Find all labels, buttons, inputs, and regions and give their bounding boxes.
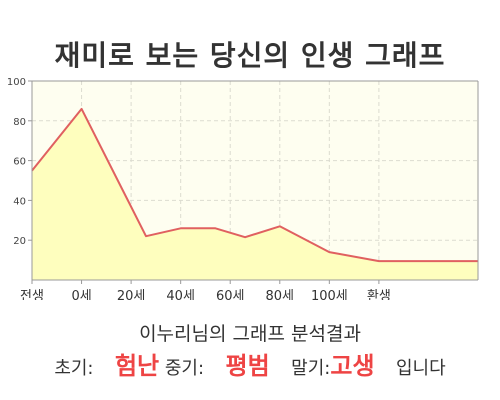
- series-area: [32, 108, 478, 281]
- axes: [28, 80, 479, 284]
- y-tick-label: 20: [13, 236, 26, 247]
- y-tick-label: 40: [13, 196, 26, 207]
- ending-text: 입니다: [396, 358, 446, 379]
- y-tick-label: 80: [13, 117, 26, 128]
- early-label: 초기:: [54, 358, 94, 379]
- chart-title: 재미로 보는 당신의 인생 그래프: [54, 39, 446, 72]
- late-value: 고생: [330, 352, 375, 380]
- series-line: [31, 107, 478, 263]
- life-graph-chart: 20 40 60 80 100 전생 0세 20세 40세 60세 80세 100세 환생: [7, 77, 479, 300]
- analysis-result: 초기: 험난 중기: 평범 말기:고생 입니다: [0, 346, 500, 381]
- mid-label: 중기:: [164, 358, 205, 379]
- x-tick-label: 80세: [266, 289, 295, 300]
- x-tick-label: 100세: [311, 289, 348, 300]
- x-tick-label: 환생: [367, 289, 391, 300]
- mid-value: 평범: [225, 352, 270, 380]
- x-tick-label: 0세: [71, 289, 91, 300]
- analysis-heading: 이누리님의 그래프 분석결과: [139, 323, 361, 345]
- x-tick-label: 전생: [20, 289, 44, 300]
- late-label: 말기:: [291, 358, 331, 379]
- tick-labels: 20 40 60 80 100 전생 0세 20세 40세 60세 80세 100세 환생: [7, 77, 391, 300]
- x-tick-label: 40세: [166, 289, 195, 300]
- y-tick-label: 60: [13, 157, 26, 168]
- early-value: 험난: [114, 352, 160, 380]
- plot-area: [31, 80, 478, 281]
- y-tick-label: 100: [7, 77, 26, 88]
- x-tick-label: 20세: [117, 289, 146, 300]
- x-tick-label: 60세: [216, 289, 245, 300]
